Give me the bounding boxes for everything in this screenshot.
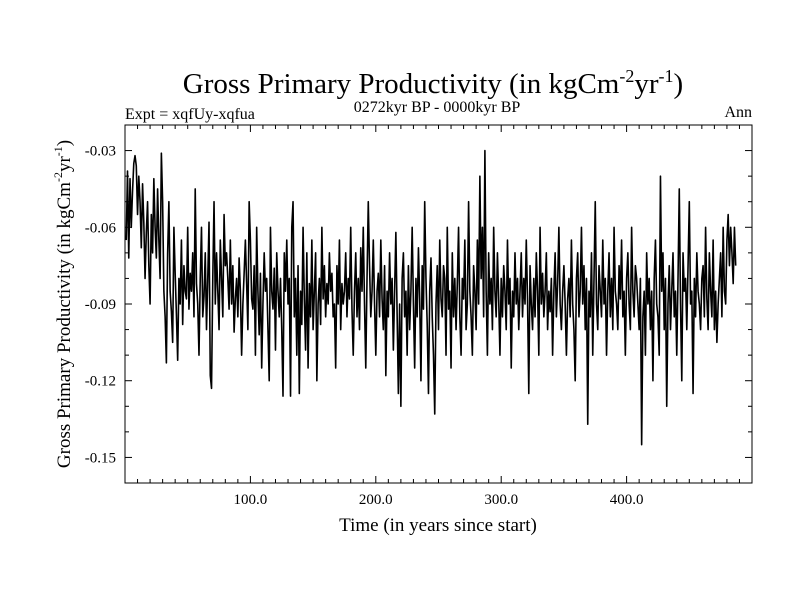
chart-subtitle: 0272kyr BP - 0000kyr BP — [354, 99, 521, 116]
experiment-label: Expt = xqfUy-xqfua — [125, 106, 255, 123]
x-axis: 100.0 200.0 300.0 400.0 — [137, 125, 740, 508]
y-tick-label: -0.15 — [85, 450, 116, 466]
y-axis: -0.03 -0.06 -0.09 -0.12 -0.15 — [85, 144, 752, 466]
y-axis-label: Gross Primary Productivity (in kgCm-2yr-… — [51, 140, 75, 468]
x-tick-label: 200.0 — [359, 492, 393, 508]
series-line — [125, 149, 737, 446]
y-tick-label: -0.06 — [85, 220, 117, 236]
x-axis-label: Time (in years since start) — [339, 515, 537, 536]
x-tick-label: 300.0 — [484, 492, 518, 508]
chart-title: Gross Primary Productivity (in kgCm-2yr-… — [183, 66, 683, 100]
y-tick-label: -0.09 — [85, 297, 116, 313]
x-tick-label: 400.0 — [610, 492, 644, 508]
season-label: Ann — [724, 104, 752, 121]
y-tick-label: -0.03 — [85, 144, 116, 160]
x-tick-label: 100.0 — [234, 492, 268, 508]
y-tick-label: -0.12 — [85, 374, 116, 390]
